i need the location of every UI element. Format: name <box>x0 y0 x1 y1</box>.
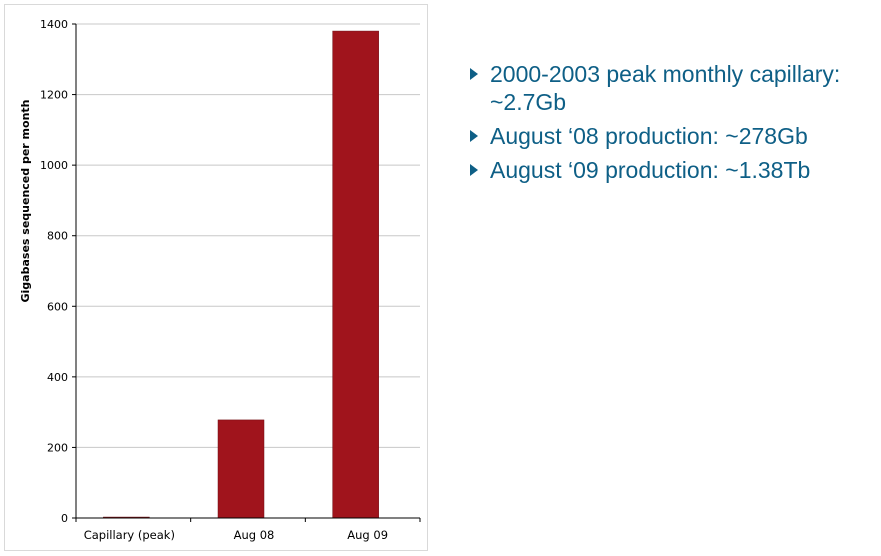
triangle-bullet-icon <box>470 68 478 80</box>
y-tick-label: 600 <box>47 300 68 313</box>
y-axis-title: Gigabases sequenced per month <box>19 100 32 303</box>
bar <box>217 419 265 519</box>
x-category-label: Capillary (peak) <box>84 528 175 542</box>
triangle-bullet-icon <box>470 130 478 142</box>
y-tick-label: 0 <box>61 512 68 525</box>
y-tick-label: 1000 <box>40 159 68 172</box>
bullet-item: August ‘08 production: ~278Gb <box>468 122 873 150</box>
x-category-label: Aug 09 <box>347 528 388 542</box>
bar <box>332 30 379 519</box>
y-tick-label: 1400 <box>40 18 68 31</box>
y-tick-label: 400 <box>47 371 68 384</box>
chart-frame: 0 200 400 600 800 1000 1200 1400 Capillary (peak… <box>4 4 428 551</box>
bullet-text: August ‘08 production: ~278Gb <box>490 123 808 149</box>
y-tick-label: 1200 <box>40 89 68 102</box>
x-category-label: Aug 08 <box>234 528 275 542</box>
bullet-item: August ‘09 production: ~1.38Tb <box>468 156 873 184</box>
bullet-list: 2000-2003 peak monthly capillary: ~2.7Gb… <box>468 60 873 190</box>
triangle-bullet-icon <box>470 164 478 176</box>
y-tick-label: 200 <box>47 441 68 454</box>
bar-chart: 0 200 400 600 800 1000 1200 1400 Capillary (peak… <box>19 18 421 542</box>
bullet-item: 2000-2003 peak monthly capillary: ~2.7Gb <box>468 60 873 116</box>
bullet-text: August ‘09 production: ~1.38Tb <box>490 157 811 183</box>
bullet-text: 2000-2003 peak monthly capillary: ~2.7Gb <box>490 61 841 115</box>
y-tick-label: 800 <box>47 230 68 243</box>
